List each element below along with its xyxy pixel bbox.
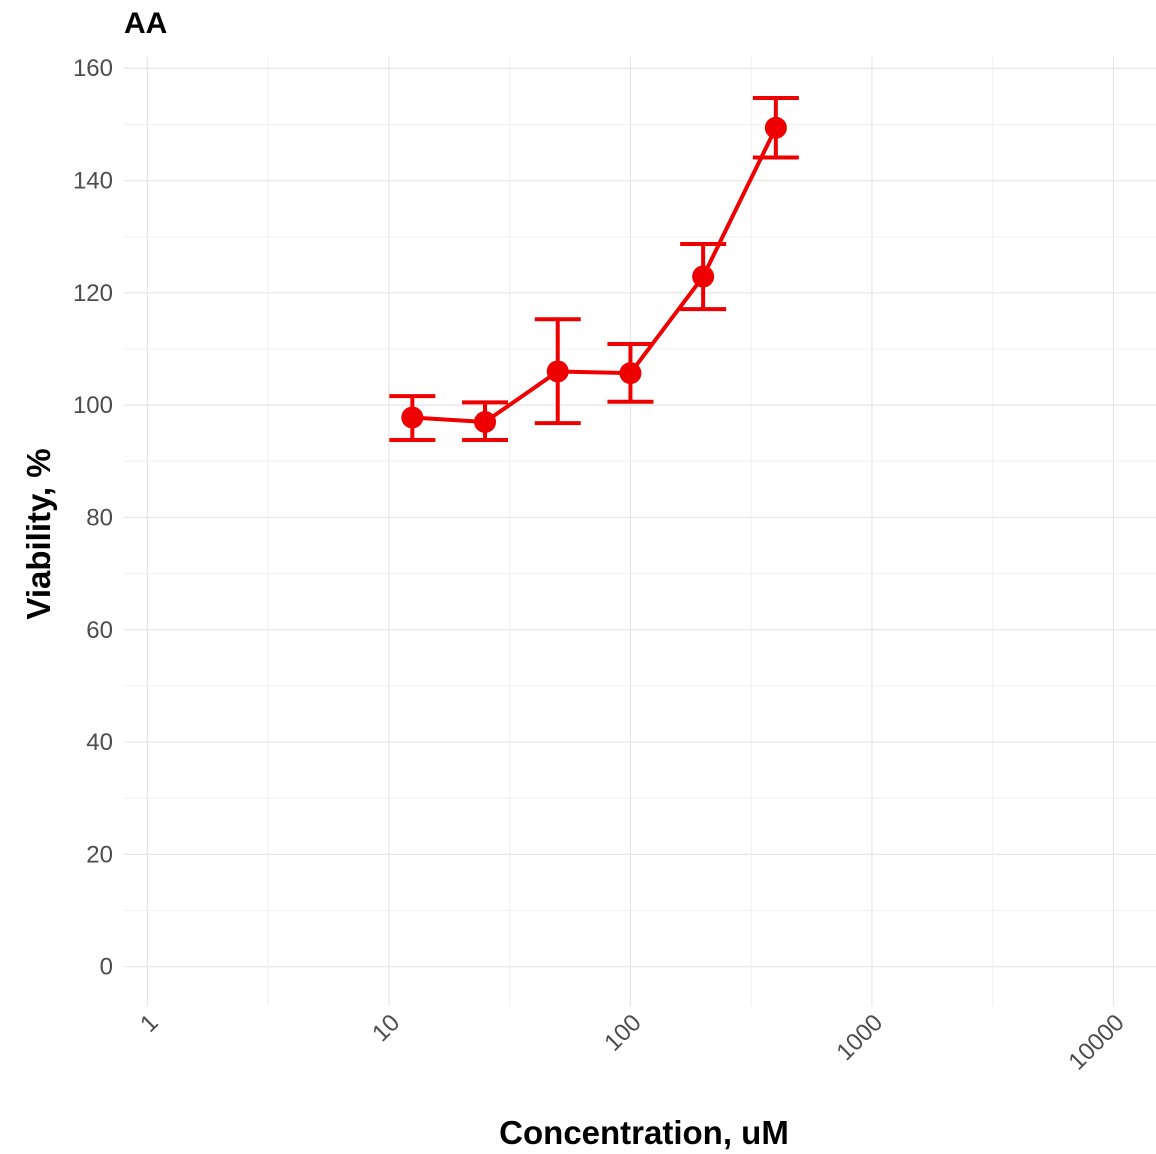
y-axis-label: Viability, % (20, 448, 57, 619)
x-tick-label: 1 (135, 1009, 164, 1038)
y-tick-label: 160 (73, 55, 113, 82)
y-tick-label: 0 (100, 954, 113, 981)
series-line (412, 126, 778, 424)
x-tick-label: 10000 (1063, 1009, 1129, 1075)
y-tick-label: 120 (73, 280, 113, 307)
y-tick-label: 80 (86, 504, 113, 531)
y-tick-labels: 0 20 40 60 80 100 120 140 160 (73, 55, 113, 980)
y-tick-label: 100 (73, 392, 113, 419)
data-point (692, 265, 715, 288)
series-layer (389, 95, 799, 442)
grid (124, 57, 1156, 1006)
x-tick-label: 100 (599, 1009, 646, 1056)
y-tick-label: 40 (86, 729, 113, 756)
data-point (619, 362, 642, 385)
x-tick-label: 1000 (831, 1009, 888, 1066)
x-tick-label: 10 (367, 1009, 405, 1047)
chart-title: AA (124, 7, 167, 40)
data-point (401, 406, 424, 429)
y-tick-label: 20 (86, 841, 113, 868)
y-tick-label: 140 (73, 168, 113, 195)
data-point (474, 411, 497, 433)
x-axis-label: Concentration, uM (499, 1114, 789, 1151)
y-tick-label: 60 (86, 617, 113, 644)
data-point (764, 116, 787, 139)
data-point (546, 360, 569, 383)
x-tick-labels: 1 10 100 1000 10000 (135, 1009, 1130, 1075)
